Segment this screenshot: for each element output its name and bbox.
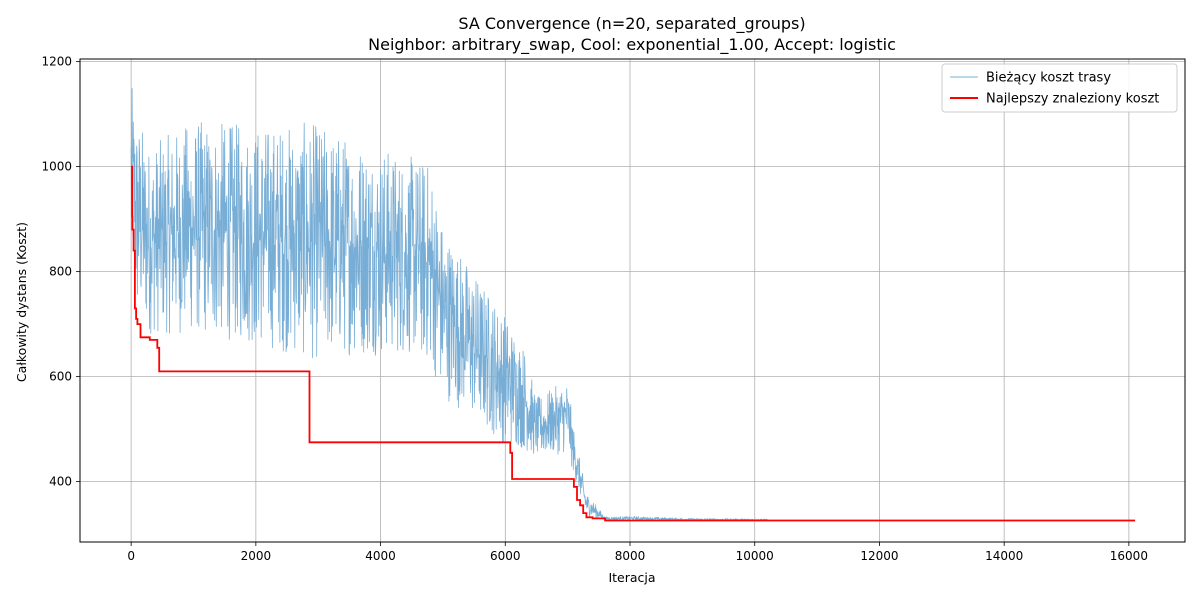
x-tick-label: 4000 — [365, 549, 396, 563]
x-tick-label: 12000 — [860, 549, 898, 563]
x-axis-label: Iteracja — [608, 570, 655, 585]
grid — [80, 59, 1185, 542]
legend-label-best: Najlepszy znaleziony koszt — [986, 92, 1159, 107]
x-tick-label: 8000 — [615, 549, 646, 563]
series-current-cost-line — [130, 88, 769, 521]
x-tick-label: 16000 — [1110, 549, 1148, 563]
y-tick-label: 400 — [49, 475, 72, 489]
y-tick-label: 1000 — [41, 160, 72, 174]
chart-subtitle: Neighbor: arbitrary_swap, Cool: exponent… — [368, 35, 896, 55]
legend-label-current: Bieżący koszt trasy — [986, 71, 1111, 86]
y-axis-label: Całkowity dystans (Koszt) — [14, 222, 29, 382]
chart-title: SA Convergence (n=20, separated_groups) — [458, 14, 805, 34]
y-tick-label: 800 — [49, 265, 72, 279]
y-tick-label: 1200 — [41, 55, 72, 69]
y-tick-label: 600 — [49, 370, 72, 384]
legend-box — [941, 63, 1178, 113]
x-tick-label: 6000 — [490, 549, 521, 563]
x-tick-label: 10000 — [736, 549, 774, 563]
x-tick-label: 2000 — [241, 549, 272, 563]
plot-area — [130, 88, 1136, 522]
x-tick-label: 14000 — [985, 549, 1023, 563]
series-best-cost-line — [131, 165, 1136, 522]
axes-frame — [79, 58, 1186, 543]
x-tick-label: 0 — [127, 549, 135, 563]
legend: Bieżący koszt trasy Najlepszy znaleziony… — [941, 63, 1178, 113]
ticks: 0 2000 4000 6000 8000 10000 12000 14000 16000 400… — [41, 55, 1148, 563]
